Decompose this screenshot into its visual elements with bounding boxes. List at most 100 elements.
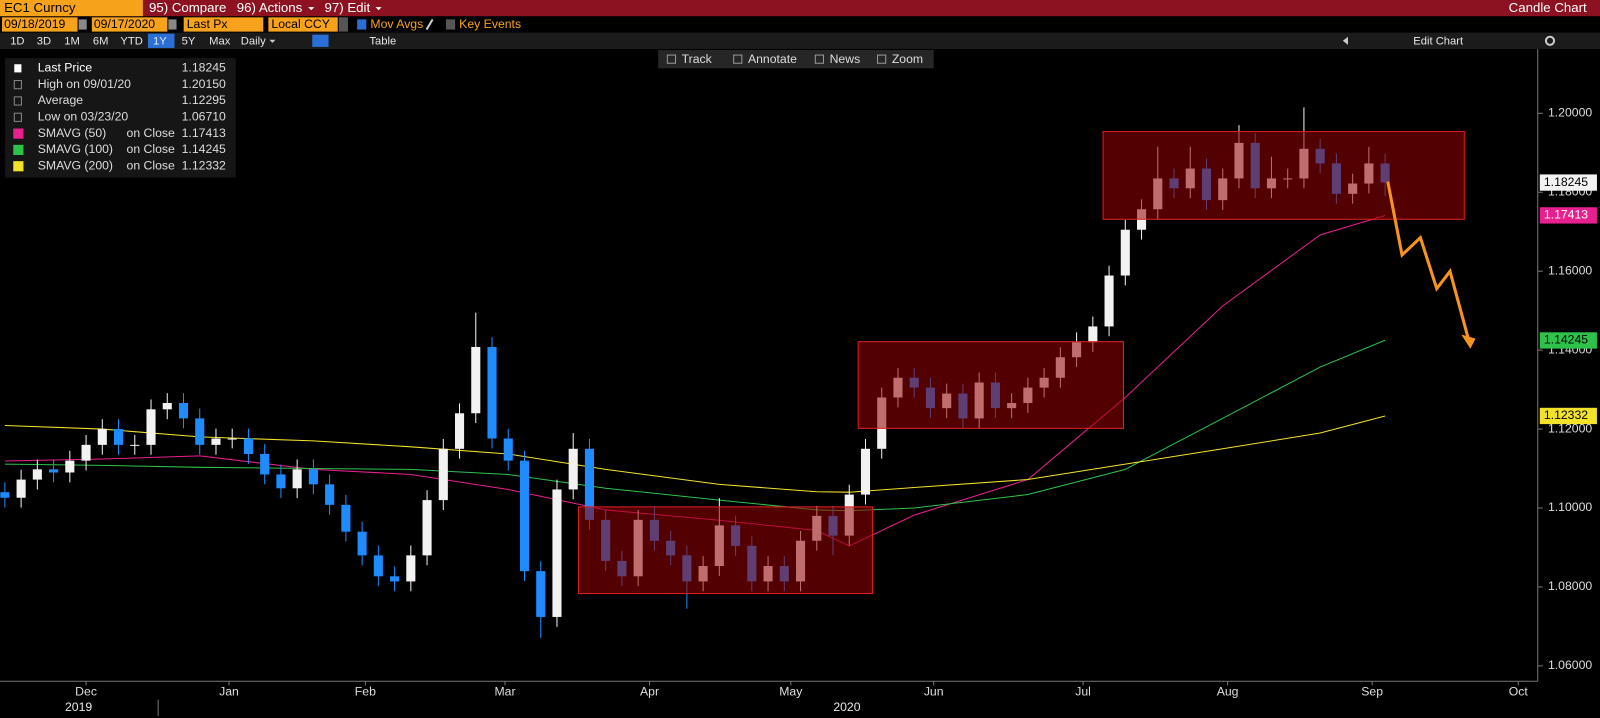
candle-body bbox=[195, 418, 205, 445]
year-label: 2019 bbox=[65, 700, 92, 714]
last-value-tag bbox=[1539, 407, 1597, 425]
legend-box bbox=[5, 58, 236, 178]
tool-button[interactable]: News bbox=[830, 52, 861, 66]
period-button[interactable]: 3D bbox=[37, 35, 51, 47]
year-label: 2020 bbox=[833, 700, 860, 714]
view-title: Candle Chart bbox=[1509, 0, 1587, 15]
field-box[interactable] bbox=[183, 17, 264, 32]
candle-body bbox=[211, 438, 221, 445]
table-button[interactable]: Table bbox=[369, 35, 396, 47]
legend-basis: on Close bbox=[127, 158, 175, 172]
pencil-icon[interactable] bbox=[425, 18, 434, 31]
last-value-label: 1.18245 bbox=[1544, 175, 1588, 189]
period-button[interactable]: 6M bbox=[93, 35, 109, 47]
currency-box[interactable] bbox=[268, 17, 338, 32]
candle-body bbox=[438, 448, 448, 501]
frequency[interactable]: Daily bbox=[241, 35, 266, 47]
legend-value: 1.18245 bbox=[182, 61, 226, 75]
candle-body bbox=[32, 469, 42, 480]
candle-body bbox=[227, 438, 237, 440]
legend-icon bbox=[13, 112, 22, 122]
title-bar bbox=[0, 0, 1600, 17]
edit-button[interactable]: 97) Edit bbox=[324, 0, 370, 15]
last-value-tag bbox=[1539, 332, 1597, 349]
candle-body bbox=[341, 504, 351, 532]
candle-body bbox=[503, 438, 513, 461]
candle-body bbox=[536, 571, 546, 617]
tool-button[interactable]: Zoom bbox=[892, 52, 923, 66]
candle-body bbox=[276, 474, 286, 489]
legend-icon bbox=[13, 80, 22, 90]
x-tick-label: Oct bbox=[1509, 685, 1529, 699]
key-events-checkbox[interactable] bbox=[445, 19, 456, 30]
calendar-icon[interactable] bbox=[168, 19, 177, 30]
dropdown-arrow bbox=[375, 7, 382, 11]
legend-value: 1.06710 bbox=[182, 110, 226, 124]
period-button[interactable]: 5Y bbox=[182, 35, 196, 47]
legend-swatch bbox=[13, 161, 24, 172]
edit-chart-button[interactable]: Edit Chart bbox=[1413, 35, 1464, 47]
legend-value: 1.12332 bbox=[182, 158, 226, 172]
period-button[interactable]: YTD bbox=[120, 35, 142, 47]
plot-area: 1.060001.080001.100001.120001.140001.160… bbox=[0, 58, 1597, 699]
dropdown-arrow bbox=[308, 7, 315, 11]
candle-body bbox=[422, 500, 432, 556]
y-tick-label: 1.06000 bbox=[1548, 658, 1592, 672]
moving-average-line bbox=[4, 339, 1386, 512]
chart-style-icon[interactable] bbox=[312, 34, 329, 47]
moving-average-line bbox=[4, 415, 1386, 493]
currency-dropdown[interactable] bbox=[338, 17, 348, 32]
actions-button[interactable]: 96) Actions bbox=[237, 0, 303, 15]
candle-body bbox=[406, 555, 416, 582]
legend-label: SMAVG (50) bbox=[38, 126, 106, 140]
legend-label: Last Price bbox=[38, 61, 93, 75]
currency: Local CCY bbox=[271, 17, 329, 31]
tool-icon[interactable] bbox=[733, 54, 743, 64]
range-box bbox=[857, 341, 1124, 429]
compare-button[interactable]: 95) Compare bbox=[149, 0, 226, 15]
mov-avgs-checkbox[interactable] bbox=[357, 19, 367, 30]
moving-average-line bbox=[4, 215, 1386, 547]
x-tick-label: Dec bbox=[75, 685, 97, 699]
candle-body bbox=[65, 460, 75, 473]
candle-body bbox=[584, 448, 594, 520]
x-tick-label: Jul bbox=[1075, 685, 1091, 699]
last-value-label: 1.17413 bbox=[1544, 208, 1588, 222]
x-tick-label: Mar bbox=[494, 685, 515, 699]
period-button[interactable]: 1D bbox=[10, 35, 24, 47]
period-button[interactable]: Max bbox=[209, 35, 231, 47]
collapse-icon[interactable] bbox=[1342, 36, 1348, 45]
candle-body bbox=[97, 429, 107, 445]
date-box[interactable] bbox=[2, 17, 78, 32]
date-box[interactable] bbox=[91, 17, 168, 32]
tool-button[interactable]: Track bbox=[682, 52, 713, 66]
dropdown-arrow bbox=[269, 39, 276, 43]
x-tick-label: Apr bbox=[640, 685, 659, 699]
legend-label: SMAVG (200) bbox=[38, 158, 113, 172]
calendar-icon[interactable] bbox=[78, 19, 87, 30]
period-button[interactable]: 1Y bbox=[153, 35, 167, 47]
last-value-label: 1.14245 bbox=[1544, 333, 1588, 347]
candle-body bbox=[113, 429, 124, 445]
tool-icon[interactable] bbox=[814, 54, 824, 64]
y-tick-label: 1.20000 bbox=[1548, 106, 1592, 120]
candle-body bbox=[1120, 229, 1130, 276]
tool-icon[interactable] bbox=[877, 54, 887, 64]
legend-value: 1.20150 bbox=[182, 77, 226, 91]
tool-button[interactable]: Annotate bbox=[748, 52, 797, 66]
legend-label: High on 09/01/20 bbox=[38, 77, 131, 91]
legend-icon bbox=[14, 64, 22, 73]
x-tick-label: May bbox=[779, 685, 803, 699]
candle-body bbox=[519, 460, 530, 572]
period-button[interactable]: 1M bbox=[64, 35, 80, 47]
trend-arrowhead bbox=[1461, 334, 1476, 349]
settings-icon[interactable] bbox=[1544, 35, 1556, 46]
ticker-box[interactable] bbox=[0, 0, 143, 17]
last-value-tag bbox=[1539, 207, 1597, 224]
y-tick-label: 1.16000 bbox=[1548, 263, 1592, 277]
tool-icon[interactable] bbox=[666, 54, 677, 64]
x-tick-label: Feb bbox=[355, 685, 376, 699]
y-tick-label: 1.12000 bbox=[1548, 421, 1592, 435]
